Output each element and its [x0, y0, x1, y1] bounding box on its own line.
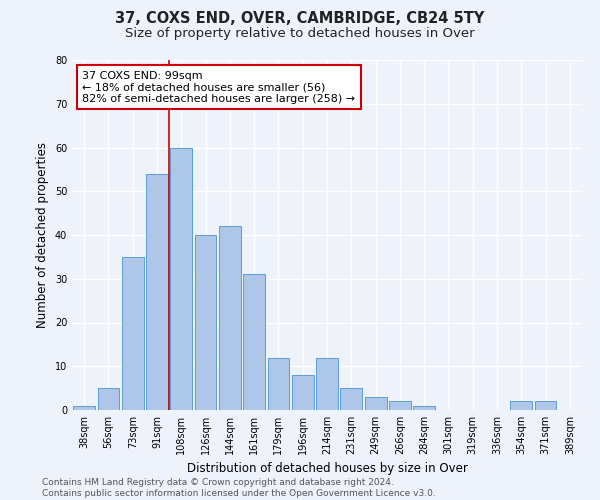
Bar [365, 397, 386, 410]
Text: 37, COXS END, OVER, CAMBRIDGE, CB24 5TY: 37, COXS END, OVER, CAMBRIDGE, CB24 5TY [115, 11, 485, 26]
Bar [268, 358, 289, 410]
Bar [340, 388, 362, 410]
X-axis label: Distribution of detached houses by size in Over: Distribution of detached houses by size … [187, 462, 467, 475]
Bar [170, 148, 192, 410]
Bar [73, 406, 95, 410]
Bar [292, 375, 314, 410]
Bar [219, 226, 241, 410]
Bar [194, 235, 217, 410]
Bar [389, 401, 411, 410]
Bar [122, 257, 143, 410]
Bar [316, 358, 338, 410]
Bar [413, 406, 435, 410]
Text: 37 COXS END: 99sqm
← 18% of detached houses are smaller (56)
82% of semi-detache: 37 COXS END: 99sqm ← 18% of detached hou… [82, 70, 355, 104]
Bar [511, 401, 532, 410]
Text: Contains HM Land Registry data © Crown copyright and database right 2024.
Contai: Contains HM Land Registry data © Crown c… [42, 478, 436, 498]
Text: Size of property relative to detached houses in Over: Size of property relative to detached ho… [125, 28, 475, 40]
Bar [97, 388, 119, 410]
Y-axis label: Number of detached properties: Number of detached properties [36, 142, 49, 328]
Bar [146, 174, 168, 410]
Bar [243, 274, 265, 410]
Bar [535, 401, 556, 410]
